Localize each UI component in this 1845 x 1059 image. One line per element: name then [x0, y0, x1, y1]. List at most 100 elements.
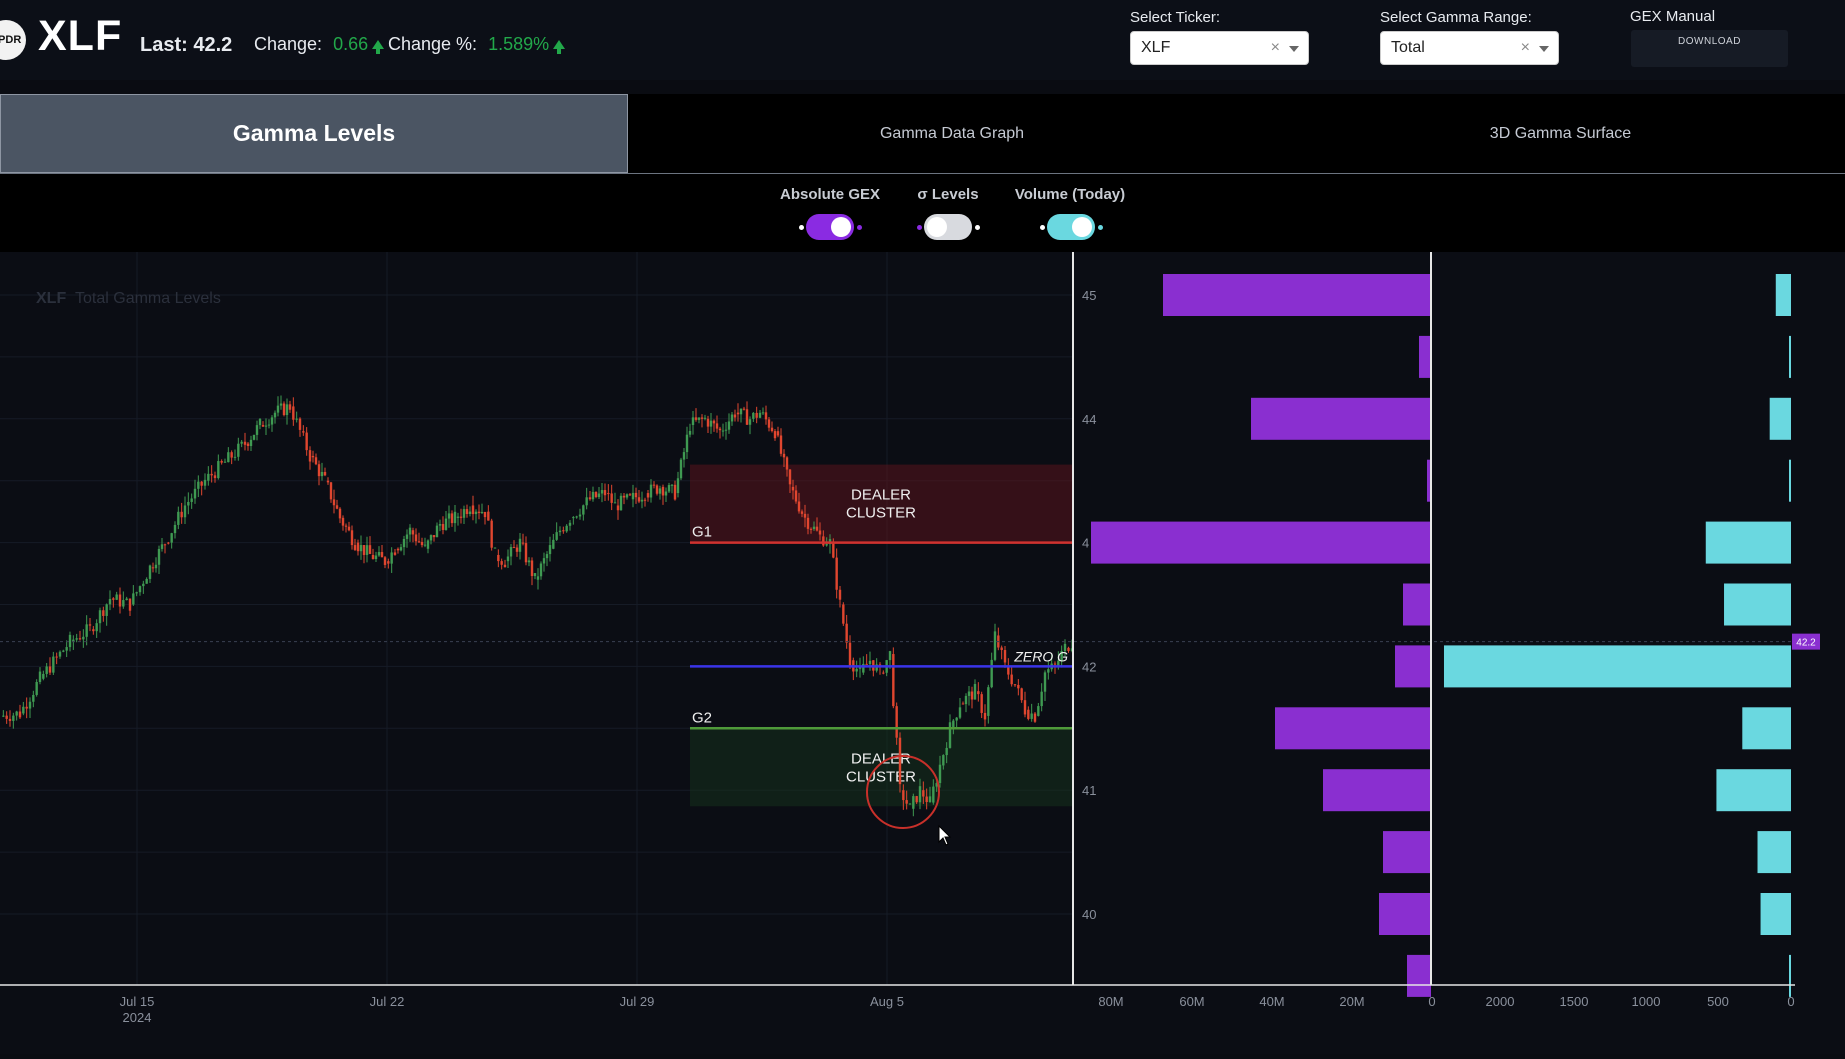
candle-body: [203, 479, 207, 486]
candle-body: [752, 412, 755, 419]
candle-body: [1007, 666, 1010, 675]
candle-body: [128, 598, 132, 611]
candle-body: [95, 623, 98, 632]
toggle-knob: [831, 217, 851, 237]
candle-body: [782, 453, 786, 458]
candle-body: [797, 501, 801, 512]
volume-today-toggle[interactable]: [1047, 214, 1095, 240]
candle-body: [1033, 713, 1037, 722]
candle-body: [1063, 643, 1067, 652]
candle-body: [776, 431, 780, 436]
dealer-cluster-label: DEALER: [851, 750, 911, 767]
toggle-on-dot: [857, 225, 862, 230]
tab-gamma-levels[interactable]: Gamma Levels: [0, 94, 628, 173]
candle-body: [483, 511, 487, 518]
candle-body: [305, 432, 308, 451]
change-pct-label: Change %:: [388, 34, 478, 54]
candle-body: [865, 663, 868, 665]
chevron-down-icon[interactable]: [1539, 46, 1549, 52]
clear-icon[interactable]: ×: [1520, 39, 1530, 56]
candle-body: [323, 471, 327, 476]
candle-body: [420, 541, 424, 546]
candle-body: [555, 532, 558, 540]
ticker-select-value: XLF: [1141, 39, 1171, 56]
candle-body: [848, 642, 852, 666]
chevron-down-icon[interactable]: [1289, 46, 1299, 52]
gamma-range-select[interactable]: Total ×: [1380, 31, 1559, 65]
highlight-circle-annotation: [866, 755, 940, 829]
candle-body: [703, 417, 707, 419]
candle-body: [368, 545, 372, 554]
gex-bar: [1379, 893, 1431, 935]
tab-3d-gamma-surface[interactable]: 3D Gamma Surface: [1489, 124, 1632, 142]
candle-body: [450, 513, 454, 524]
gex-axis-label: 40M: [1259, 994, 1284, 1009]
candle-body: [536, 576, 540, 580]
candle-body: [497, 554, 500, 562]
ticker-select[interactable]: XLF ×: [1130, 31, 1309, 65]
candle-body: [878, 664, 882, 666]
candle-body: [180, 511, 183, 518]
candle-body: [661, 486, 665, 496]
candle-body: [993, 631, 997, 660]
candle-body: [15, 711, 18, 716]
candle-body: [800, 511, 804, 514]
candle-body: [649, 484, 653, 498]
candle-body: [835, 557, 838, 590]
candle-body: [748, 419, 752, 425]
y-tick-label: 42: [1082, 659, 1096, 674]
candle-body: [779, 435, 783, 454]
zero-gamma-label: ZERO G: [1013, 648, 1068, 664]
candle-body: [217, 461, 220, 479]
select-ticker-label: Select Ticker:: [1130, 9, 1221, 26]
candle-body: [597, 493, 601, 498]
chart-svg[interactable]: XLF Total Gamma Levels DEALERCLUSTERDEAL…: [0, 238, 1845, 1054]
candle-body: [785, 457, 789, 470]
x-year-label: 2024: [123, 1010, 152, 1025]
candle-body: [308, 450, 312, 462]
candle-body: [108, 598, 112, 605]
candle-body: [515, 547, 519, 552]
candle-body: [912, 796, 915, 809]
candle-body: [794, 490, 798, 502]
candle-body: [177, 511, 180, 525]
candle-body: [28, 701, 32, 709]
candle-body: [518, 538, 522, 552]
candle-body: [958, 707, 962, 718]
candle-body: [928, 796, 932, 803]
candle-body: [1067, 647, 1070, 652]
download-button[interactable]: DOWNLOAD: [1631, 30, 1788, 67]
candle-body: [18, 711, 22, 718]
candle-body: [230, 452, 233, 458]
candle-body: [845, 623, 848, 643]
volume-bar: [1716, 769, 1791, 812]
candle-body: [977, 691, 980, 695]
candle-body: [326, 480, 330, 483]
candle-body: [338, 508, 342, 519]
candle-body: [92, 629, 95, 632]
candle-body: [145, 578, 148, 584]
candle-body: [98, 610, 102, 624]
candle-body: [151, 567, 155, 569]
candle-body: [764, 412, 768, 420]
candle-body: [207, 473, 210, 481]
candle-body: [22, 706, 25, 714]
gamma-levels-chart[interactable]: XLF Total Gamma Levels DEALER CLUSTER DEAL…: [0, 238, 1845, 1054]
select-gamma-label: Select Gamma Range:: [1380, 9, 1532, 26]
tab-gamma-data-graph[interactable]: Gamma Data Graph: [879, 124, 1025, 142]
candle-body: [503, 564, 507, 568]
clear-icon[interactable]: ×: [1270, 39, 1280, 56]
candle-body: [512, 547, 516, 549]
sigma-levels-toggle[interactable]: [924, 214, 972, 240]
candle-body: [980, 694, 983, 713]
candle-body: [82, 636, 85, 640]
candle-body: [480, 511, 484, 514]
candle-body: [862, 663, 865, 673]
absolute-gex-toggle[interactable]: [806, 214, 854, 240]
candle-body: [545, 554, 549, 559]
candle-body: [1023, 700, 1027, 715]
candle-body: [197, 481, 200, 489]
dealer-cluster-zone: [690, 728, 1072, 807]
candle-body: [42, 673, 45, 679]
